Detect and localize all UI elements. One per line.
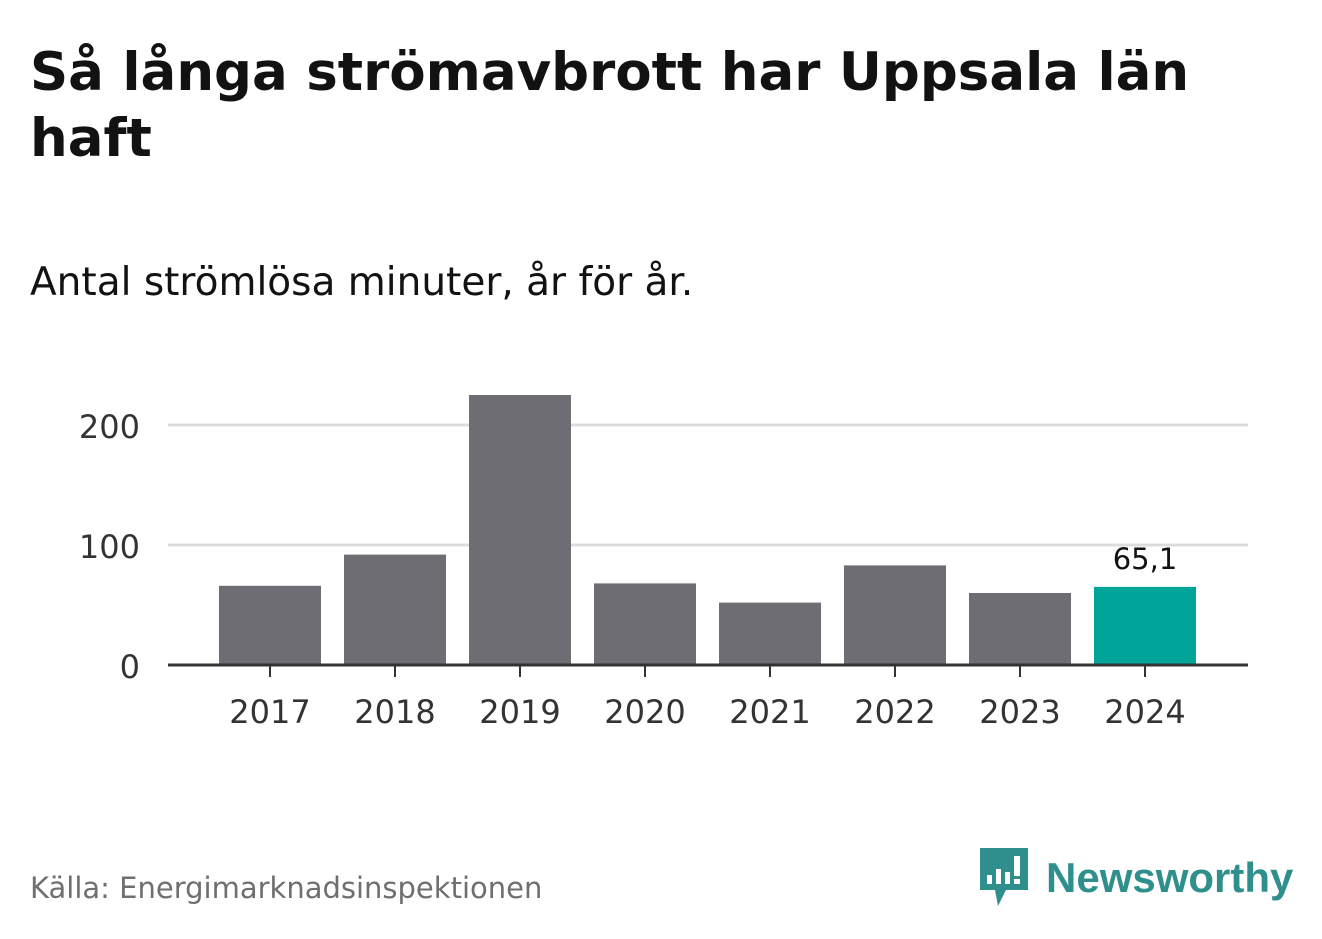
bar-2020: [594, 583, 696, 665]
chart-subtitle: Antal strömlösa minuter, år för år.: [30, 260, 694, 305]
newsworthy-logo-icon: [980, 848, 1028, 906]
bar-2017: [219, 585, 321, 665]
bar-2024: [1094, 586, 1196, 665]
bar-2022: [844, 565, 946, 665]
y-tick-label: 0: [120, 648, 140, 686]
bar-2021: [719, 602, 821, 665]
x-tick-label: 2021: [729, 693, 810, 731]
x-tick-label: 2019: [479, 693, 560, 731]
brand-name: Newsworthy: [1046, 854, 1294, 901]
y-tick-label: 200: [79, 408, 140, 446]
bar-2019: [469, 395, 571, 665]
data-label: 65,1: [1113, 542, 1178, 576]
bar-2023: [969, 593, 1071, 665]
y-tick-label: 100: [79, 528, 140, 566]
source-note: Källa: Energimarknadsinspektionen: [30, 871, 543, 905]
bar-2018: [344, 554, 446, 665]
chart-title: Så långa strömavbrott har Uppsala län ha…: [30, 42, 1190, 169]
bar-chart: 0 100 200 2017 2018 2019 2020 2021 2022 2023 2024 6…: [79, 395, 1248, 731]
x-tick-label: 2020: [604, 693, 685, 731]
brand-logo: Newsworthy: [980, 848, 1293, 908]
x-tick-label: 2017: [229, 693, 310, 731]
x-tick-label: 2023: [979, 693, 1060, 731]
x-tick-label: 2018: [354, 693, 435, 731]
x-tick-label: 2024: [1104, 693, 1185, 731]
x-tick-label: 2022: [854, 693, 935, 731]
